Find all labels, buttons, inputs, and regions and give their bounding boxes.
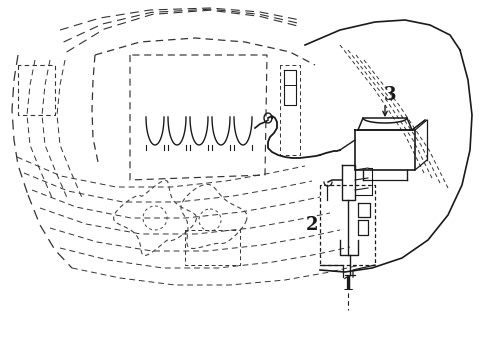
Text: 1: 1 (342, 276, 354, 294)
Text: 3: 3 (384, 86, 396, 104)
Text: 2: 2 (306, 216, 318, 234)
